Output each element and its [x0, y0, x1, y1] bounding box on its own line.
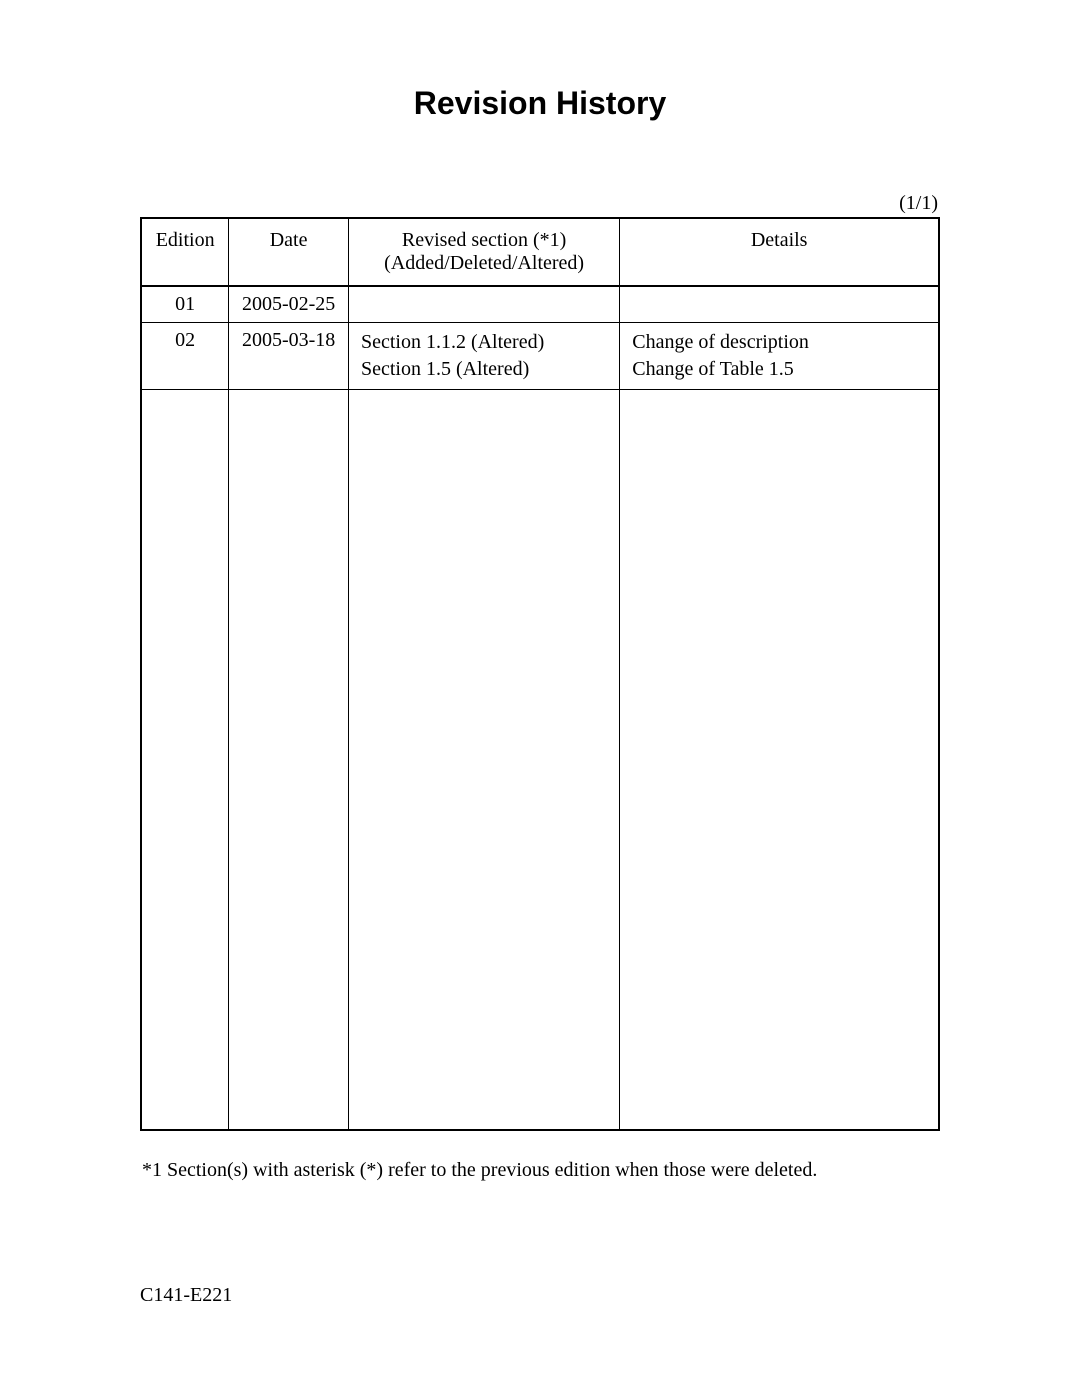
col-header-section: Revised section (*1) (Added/Deleted/Alte…	[348, 218, 619, 286]
cell-date: 2005-02-25	[229, 286, 349, 323]
col-header-details: Details	[620, 218, 939, 286]
table-row: 01 2005-02-25	[141, 286, 939, 323]
empty-cell	[620, 390, 939, 1130]
empty-cell	[348, 390, 619, 1130]
cell-details: Change of description Change of Table 1.…	[620, 323, 939, 390]
table-row-empty	[141, 390, 939, 1130]
page-title: Revision History	[140, 85, 940, 122]
table-row: 02 2005-03-18 Section 1.1.2 (Altered) Se…	[141, 323, 939, 390]
cell-section-line: Section 1.1.2 (Altered)	[361, 329, 607, 356]
empty-cell	[141, 390, 229, 1130]
cell-section-line: Section 1.5 (Altered)	[361, 356, 607, 383]
revision-table: Edition Date Revised section (*1) (Added…	[140, 217, 940, 1131]
table-header-row: Edition Date Revised section (*1) (Added…	[141, 218, 939, 286]
col-header-section-line1: Revised section (*1)	[355, 229, 613, 252]
cell-details-line: Change of description	[632, 329, 926, 356]
footnote: *1 Section(s) with asterisk (*) refer to…	[140, 1159, 940, 1182]
cell-section: Section 1.1.2 (Altered) Section 1.5 (Alt…	[348, 323, 619, 390]
cell-edition: 01	[141, 286, 229, 323]
col-header-section-line2: (Added/Deleted/Altered)	[355, 252, 613, 275]
cell-details-line: Change of Table 1.5	[632, 356, 926, 383]
page-indicator: (1/1)	[140, 192, 940, 215]
cell-date: 2005-03-18	[229, 323, 349, 390]
empty-cell	[229, 390, 349, 1130]
document-id: C141-E221	[140, 1284, 232, 1307]
col-header-edition: Edition	[141, 218, 229, 286]
cell-section	[348, 286, 619, 323]
cell-edition: 02	[141, 323, 229, 390]
cell-details	[620, 286, 939, 323]
col-header-date: Date	[229, 218, 349, 286]
